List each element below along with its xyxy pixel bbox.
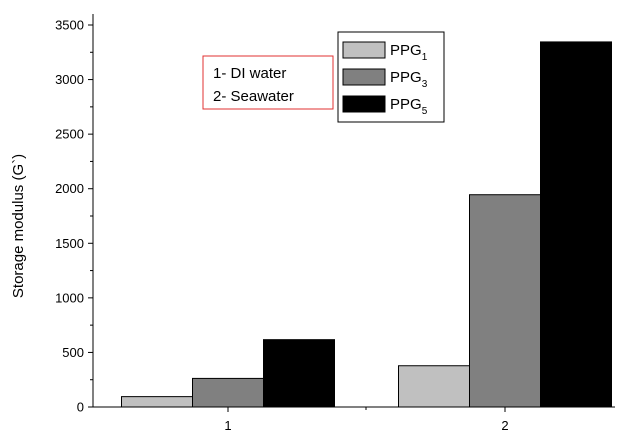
legend-label-ppg3: PPG3 <box>390 69 428 90</box>
bar-ppg5-category-2 <box>540 41 612 408</box>
bar-ppg5-category-1 <box>263 339 335 408</box>
y-tick-label: 2000 <box>55 181 84 196</box>
annotation-line-di-water: 1- DI water <box>213 65 286 82</box>
legend: PPG1 PPG3 PPG5 <box>337 31 445 123</box>
y-tick-label: 0 <box>77 400 84 415</box>
y-tick-label: 1500 <box>55 236 84 251</box>
x-tick-label: 1 <box>224 418 231 433</box>
bar-ppg1-category-2 <box>398 365 470 408</box>
annotation-border <box>202 55 334 110</box>
y-tick-label: 500 <box>62 345 84 360</box>
legend-label-ppg5: PPG5 <box>390 96 428 117</box>
legend-label-ppg1: PPG1 <box>390 42 428 63</box>
bars-group <box>121 41 612 408</box>
annotation-line-seawater: 2- Seawater <box>213 88 294 105</box>
legend-swatch-ppg5 <box>342 95 386 113</box>
y-tick-label: 1000 <box>55 290 84 305</box>
y-tick-label: 2500 <box>55 127 84 142</box>
bar-ppg3-category-2 <box>469 194 541 408</box>
y-ticks-group: 0 500 1000 1500 2000 2500 3000 3500 <box>55 18 93 415</box>
y-tick-label: 3500 <box>55 18 84 33</box>
y-axis-title: Storage modulus (G`) <box>10 154 27 298</box>
annotation-box: 1- DI water 2- Seawater <box>202 55 334 110</box>
bar-ppg3-category-1 <box>192 377 264 408</box>
legend-swatch-ppg1 <box>342 41 386 59</box>
x-tick-label: 2 <box>501 418 508 433</box>
bar-ppg1-category-1 <box>121 396 193 408</box>
y-tick-label: 3000 <box>55 72 84 87</box>
legend-swatch-ppg3 <box>342 68 386 86</box>
